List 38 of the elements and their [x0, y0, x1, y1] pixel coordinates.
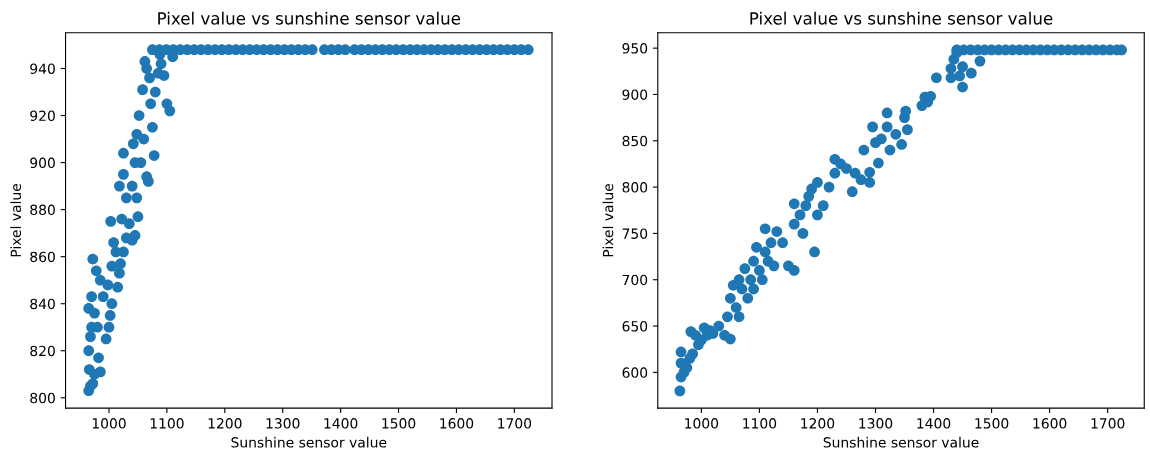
y-tick-label: 860: [30, 251, 55, 263]
y-tick-label: 700: [622, 274, 648, 286]
chart-title: Pixel value vs sunshine sensor value: [750, 11, 1053, 25]
x-tick-label: 1300: [859, 418, 893, 429]
y-tick-label: 950: [622, 43, 648, 54]
x-tick-label: 1200: [801, 418, 835, 429]
x-tick-label: 1200: [208, 418, 242, 429]
x-tick-label: 1000: [92, 418, 126, 429]
x-tick-label: 1500: [382, 418, 416, 429]
x-axis-title: Sunshine sensor value: [823, 436, 979, 448]
y-tick-label: 940: [30, 63, 55, 74]
x-tick-label: 1000: [685, 418, 719, 429]
x-tick-label: 1300: [266, 418, 300, 429]
y-tick-label: 800: [622, 182, 648, 193]
y-axis-title: Pixel value: [10, 183, 22, 257]
y-tick-label: 800: [30, 392, 55, 404]
y-tick-label: 820: [30, 345, 55, 357]
y-tick-label: 600: [622, 367, 648, 378]
y-tick-label: 650: [622, 321, 648, 332]
y-tick-label: 850: [622, 135, 648, 147]
x-tick-label: 1600: [1033, 418, 1067, 429]
x-tick-label: 1100: [743, 418, 777, 429]
x-axis-title: Sunshine sensor value: [231, 436, 387, 448]
y-tick-label: 880: [30, 204, 55, 216]
x-tick-label: 1100: [150, 418, 184, 429]
y-tick-label: 840: [30, 298, 55, 310]
x-tick-label: 1600: [440, 418, 474, 429]
y-tick-label: 920: [30, 110, 55, 122]
y-tick-label: 900: [622, 89, 648, 100]
y-tick-label: 900: [30, 157, 55, 169]
chart-title: Pixel value vs sunshine sensor value: [158, 11, 461, 25]
x-tick-label: 1400: [324, 418, 358, 429]
x-tick-label: 1700: [1091, 418, 1125, 429]
y-axis-title: Pixel value: [602, 183, 614, 257]
x-tick-label: 1700: [498, 418, 532, 429]
x-tick-label: 1500: [975, 418, 1009, 429]
y-tick-label: 750: [622, 228, 648, 239]
x-tick-label: 1400: [917, 418, 951, 429]
